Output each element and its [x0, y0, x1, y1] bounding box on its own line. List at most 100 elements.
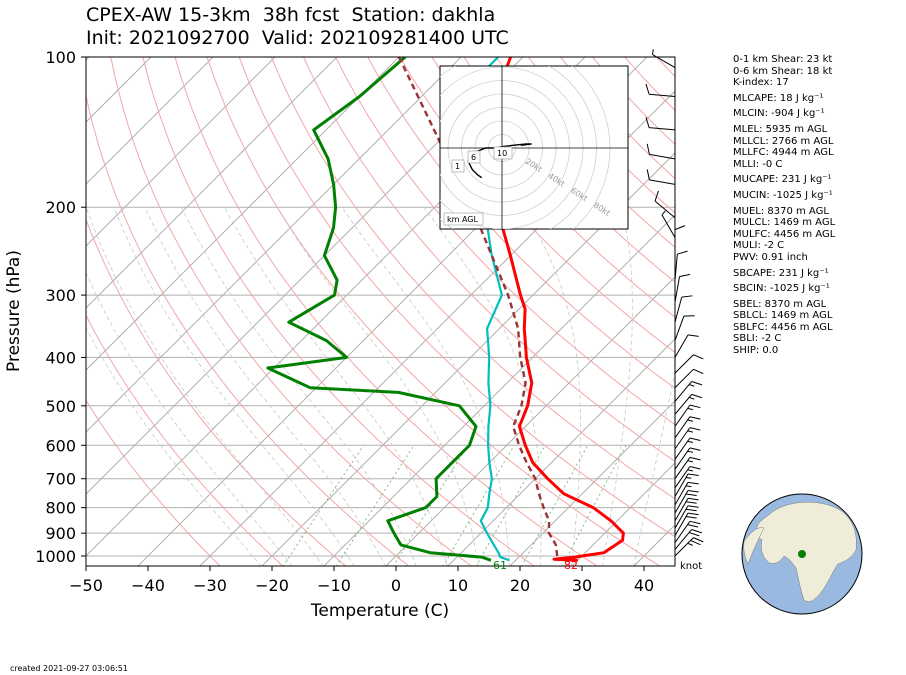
dry-adiabat [303, 57, 675, 462]
wind-barb [674, 427, 701, 450]
wind-barb [674, 456, 701, 479]
barb-staff [674, 381, 693, 402]
isotherm-line [447, 338, 675, 566]
wind-barb [674, 447, 701, 470]
hodograph-height-box [451, 159, 465, 173]
barb-half-flag [688, 384, 695, 387]
barb-flag [685, 516, 697, 519]
stability-index: SBLI: -2 C [733, 333, 782, 345]
barb-flag [687, 512, 699, 516]
barb-staff [674, 537, 694, 557]
title-line-1: CPEX-AW 15-3km 38h fcst Station: dakhla [86, 4, 496, 26]
barb-half-flag [687, 450, 693, 453]
barb-half-flag [687, 460, 693, 463]
moist-adiabat [181, 207, 417, 566]
x-axis-label: Temperature (C) [310, 601, 449, 621]
stability-index: SBCIN: -1025 J kg⁻¹ [733, 283, 830, 295]
hodograph-height-label: 10 [497, 149, 507, 158]
wind-barb [674, 497, 699, 522]
dry-adiabat [270, 57, 675, 500]
y-tick-label: 300 [45, 286, 76, 305]
barb-half-flag [687, 469, 693, 472]
stability-index: SHIP: 0.0 [733, 345, 779, 357]
barb-half-flag [685, 476, 692, 479]
mixing-ratio-line [282, 445, 365, 566]
dry-adiabat [86, 93, 410, 566]
moist-adiabat [144, 207, 386, 566]
y-tick-label: 900 [45, 524, 76, 543]
stability-index: SBCAPE: 231 J kg⁻¹ [733, 267, 829, 279]
globe-land [756, 501, 857, 602]
barb-staff [674, 254, 678, 281]
mixing-ratio-line [562, 445, 627, 566]
barb-staff [674, 466, 691, 489]
hodograph-trace [467, 143, 532, 179]
stability-index: MUEL: 8370 m AGL [733, 205, 829, 217]
hodograph-units-box [443, 212, 484, 226]
barb-staff [674, 521, 691, 543]
stability-index: MLLI: -0 C [733, 158, 783, 170]
wind-barb [651, 49, 676, 69]
wind-barb [654, 190, 676, 219]
isotherm-line [86, 57, 276, 247]
mixing-ratio-line [442, 445, 515, 566]
y-tick-label: 800 [45, 499, 76, 518]
barb-half-flag [651, 49, 654, 55]
wind-barb [674, 437, 701, 460]
stability-index: MLEL: 5935 m AGL [733, 123, 828, 135]
barb-staff [674, 447, 691, 470]
barb-staff [674, 457, 691, 479]
isotherm-line [86, 57, 524, 495]
barb-flag [674, 225, 686, 231]
wind-barb [674, 537, 704, 557]
hodograph-height-label: 1 [455, 162, 460, 171]
barb-staff [652, 54, 676, 69]
dewpoint-trace [266, 57, 492, 562]
barb-staff [674, 505, 689, 529]
barb-staff [674, 473, 689, 497]
globe-land-west [743, 527, 765, 565]
stability-index: SBLFC: 4456 m AGL [733, 321, 833, 333]
barb-half-flag [687, 440, 693, 443]
x-tick-label: 10 [448, 576, 468, 595]
moist-adiabat [86, 271, 293, 566]
dry-adiabat [206, 57, 661, 566]
barb-half-flag [688, 396, 695, 400]
moist-adiabat [86, 207, 324, 566]
barb-staff [674, 427, 691, 450]
barb-flag [689, 404, 701, 409]
barb-flag [645, 83, 650, 95]
barb-flag [645, 117, 650, 128]
barb-flag [677, 250, 688, 255]
barb-half-flag [661, 210, 666, 216]
barb-staff [674, 334, 689, 358]
axes: −50 −40 −30 −20 −10 0 10 20 30 40 1000 900 800 700 600… [35, 48, 654, 595]
stability-index: MUCIN: -1025 J kg⁻¹ [733, 189, 833, 201]
barb-staff [674, 276, 681, 303]
wind-barb [674, 512, 699, 536]
barb-staff [649, 93, 676, 97]
barb-staff [661, 214, 676, 238]
dry-adiabat [335, 57, 675, 426]
moist-adiabat [341, 206, 510, 566]
y-axis-label: Pressure (hPa) [4, 250, 24, 372]
barb-flag [679, 273, 691, 278]
y-tick-label: 500 [45, 397, 76, 416]
wind-barb [674, 466, 701, 489]
surface-temperature-label: 82 [564, 559, 578, 572]
barb-staff [649, 127, 676, 131]
isotherm-line [571, 462, 675, 566]
stability-index: MLLFC: 4944 m AGL [733, 147, 834, 159]
barb-flag [681, 295, 693, 298]
isotherm-line [86, 57, 400, 371]
barb-staff [674, 296, 683, 323]
wind-barb [674, 481, 699, 506]
barb-staff [674, 368, 694, 389]
barb-staff [674, 512, 689, 536]
stability-index: MLLCL: 2766 m AGL [733, 135, 834, 147]
barb-flag [691, 381, 703, 386]
barb-flag [689, 447, 701, 451]
hodograph-height-label: 6 [471, 153, 476, 162]
stability-index: MLCAPE: 18 J kg⁻¹ [733, 92, 824, 104]
